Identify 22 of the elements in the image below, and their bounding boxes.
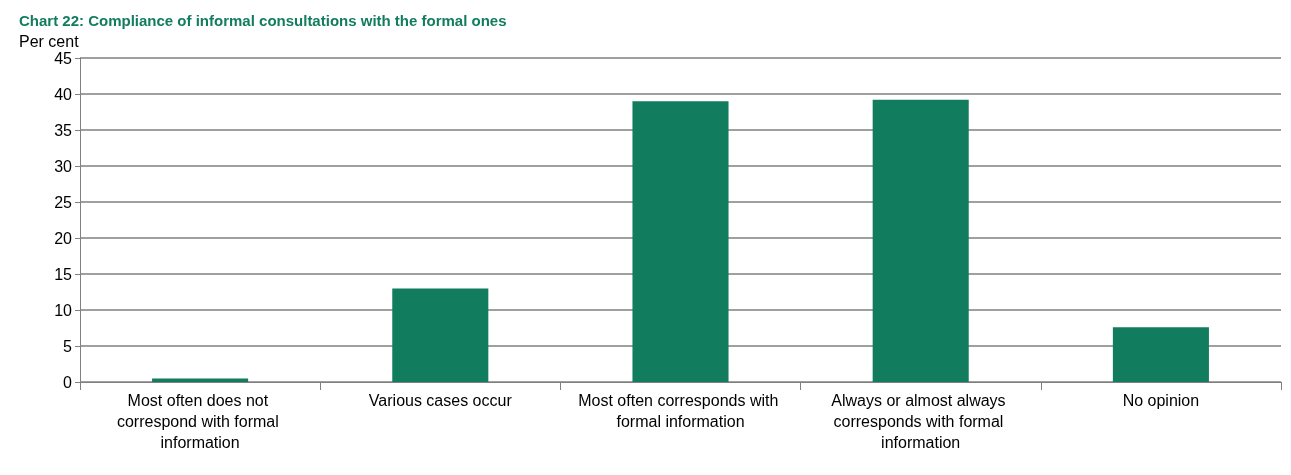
y-tick-label: 5 — [63, 337, 73, 355]
chart-title: Chart 22: Compliance of informal consultations with the formal ones — [19, 12, 507, 29]
x-tick-label: Most often does not correspond with formal information — [116, 392, 284, 451]
y-tick-label: 30 — [54, 157, 73, 175]
y-tick-label: 45 — [54, 49, 73, 67]
y-tick-label: 25 — [54, 193, 73, 211]
x-tick-label: Various cases occur — [368, 392, 513, 409]
y-tick-label: 40 — [54, 85, 73, 103]
y-tick-label: 15 — [54, 265, 73, 283]
y-tick-label: 35 — [54, 121, 73, 139]
y-tick-label: 10 — [54, 301, 73, 319]
x-tick-label: Most often corresponds with formal information — [578, 392, 783, 430]
bar — [152, 378, 249, 382]
bar — [872, 99, 969, 382]
y-axis-title: Per cent — [19, 32, 80, 50]
bar — [1112, 327, 1209, 382]
x-tick-label: No opinion — [1122, 392, 1200, 409]
bar — [392, 288, 489, 382]
bar — [632, 101, 729, 382]
x-tick-label: Always or almost always corresponds with formal information — [831, 392, 1011, 451]
y-tick-label: 20 — [54, 229, 73, 247]
y-tick-label: 0 — [63, 373, 73, 391]
